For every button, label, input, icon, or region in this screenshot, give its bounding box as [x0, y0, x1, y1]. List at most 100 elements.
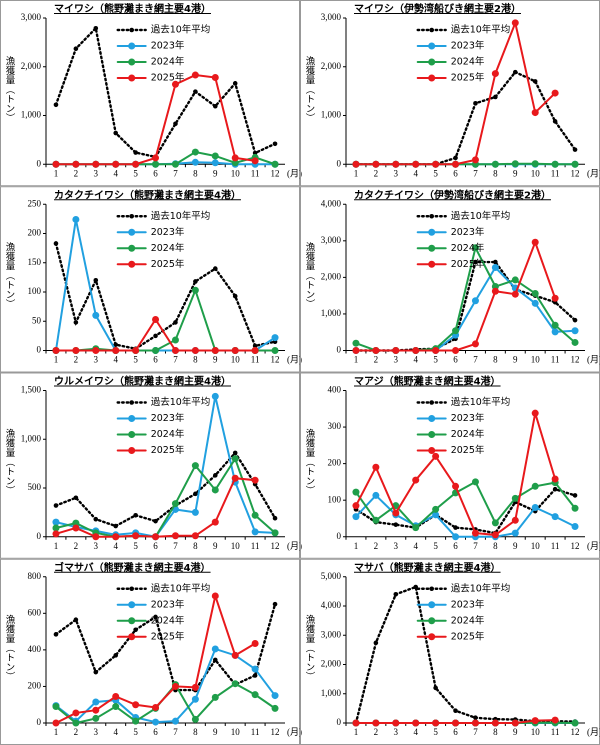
data-point: [452, 327, 460, 335]
data-point: [571, 160, 579, 168]
x-tick-label: 11: [251, 168, 260, 178]
x-tick-label: 2: [374, 168, 379, 178]
legend-marker: [428, 633, 436, 641]
data-point: [171, 347, 179, 354]
data-point: [193, 279, 198, 284]
data-point: [52, 530, 60, 538]
x-tick-label: 1: [354, 355, 359, 365]
data-point: [73, 617, 79, 623]
x-tick-label: 2: [374, 541, 379, 551]
data-point: [92, 698, 100, 706]
data-point: [132, 701, 140, 709]
data-point: [231, 680, 239, 688]
chart-title: マイワシ（伊勢湾船びき網主要2港）: [354, 2, 521, 15]
data-point: [372, 463, 380, 471]
legend-marker: [128, 58, 136, 66]
x-tick-label: 10: [231, 727, 241, 737]
legend-marker: [429, 586, 434, 592]
series-line: [54, 219, 277, 352]
legend-label: 2023年: [151, 40, 185, 52]
data-point: [452, 719, 460, 727]
x-tick-label: 8: [493, 168, 498, 178]
y-tick-label: 400: [28, 644, 42, 654]
data-point: [392, 719, 400, 727]
data-point: [453, 155, 458, 161]
data-point: [552, 119, 558, 124]
data-point: [251, 691, 259, 699]
data-point: [112, 347, 120, 354]
data-point: [432, 452, 440, 460]
legend-marker: [129, 27, 134, 33]
x-tick-label: 12: [271, 541, 280, 551]
series-line: [354, 70, 577, 166]
data-point: [491, 531, 499, 539]
data-point: [493, 259, 498, 265]
x-tick-label: 10: [231, 541, 241, 551]
x-unit: (月): [287, 355, 302, 365]
legend-label: 2025年: [151, 72, 185, 84]
data-point: [211, 73, 219, 81]
legend-marker: [428, 74, 436, 82]
data-point: [152, 533, 160, 541]
x-tick-label: 8: [193, 168, 198, 178]
chart-title: ウルメイワシ（熊野灘まき網主要4港）: [54, 375, 231, 388]
data-point: [211, 518, 219, 526]
data-point: [52, 160, 60, 168]
data-point: [212, 657, 218, 663]
x-tick-label: 3: [394, 727, 399, 737]
legend-label: 2023年: [151, 598, 185, 610]
data-point: [92, 311, 100, 319]
data-point: [251, 347, 259, 354]
data-point: [191, 462, 199, 470]
series-line: [54, 242, 277, 351]
data-point: [471, 719, 479, 727]
x-tick-label: 12: [271, 355, 280, 365]
data-point: [93, 669, 99, 675]
data-point: [491, 719, 499, 727]
x-tick-label: 8: [493, 727, 498, 737]
data-point: [191, 347, 199, 354]
x-tick-label: 1: [54, 168, 59, 178]
y-axis-label: 漁獲量（トン）: [4, 242, 16, 309]
x-tick-label: 4: [113, 541, 118, 551]
data-point: [113, 523, 119, 529]
legend-label: 2023年: [451, 412, 485, 424]
data-point: [531, 238, 539, 246]
data-point: [531, 109, 539, 117]
data-point: [92, 160, 100, 168]
x-tick-label: 12: [271, 727, 280, 737]
data-point: [551, 160, 559, 168]
data-point: [212, 473, 218, 478]
x-tick-label: 1: [354, 541, 359, 551]
y-axis-label: 漁獲量（トン）: [304, 614, 316, 681]
x-unit: (月): [587, 541, 600, 551]
y-tick-label: 250: [28, 198, 42, 208]
legend-label: 2023年: [451, 598, 485, 610]
y-tick-label: 1,500: [21, 385, 42, 395]
data-point: [211, 592, 219, 600]
x-tick-label: 7: [173, 168, 178, 178]
chart-title: マサバ（熊野灘まき網主要4港）: [354, 561, 501, 574]
panel-border: [0, 186, 300, 373]
x-tick-label: 6: [453, 355, 458, 365]
x-tick-label: 12: [571, 541, 580, 551]
x-tick-label: 7: [473, 541, 478, 551]
series-line: [54, 450, 277, 528]
data-point: [412, 476, 420, 484]
x-tick-label: 6: [453, 727, 458, 737]
data-point: [491, 160, 499, 168]
data-point: [72, 709, 80, 717]
data-point: [171, 80, 179, 88]
x-tick-label: 9: [513, 727, 518, 737]
chart-panel: マイワシ（熊野灘まき網主要4港） 漁獲量（トン） 0 1,000 2,000 3,000 1…: [0, 0, 302, 187]
x-tick-label: 8: [193, 355, 198, 365]
data-point: [193, 89, 198, 94]
data-point: [133, 513, 138, 518]
x-unit: (月): [587, 355, 600, 365]
legend-marker: [128, 42, 136, 50]
data-point: [432, 505, 440, 513]
data-point: [372, 491, 380, 499]
data-point: [232, 293, 238, 299]
y-tick-label: 1,000: [321, 110, 342, 120]
